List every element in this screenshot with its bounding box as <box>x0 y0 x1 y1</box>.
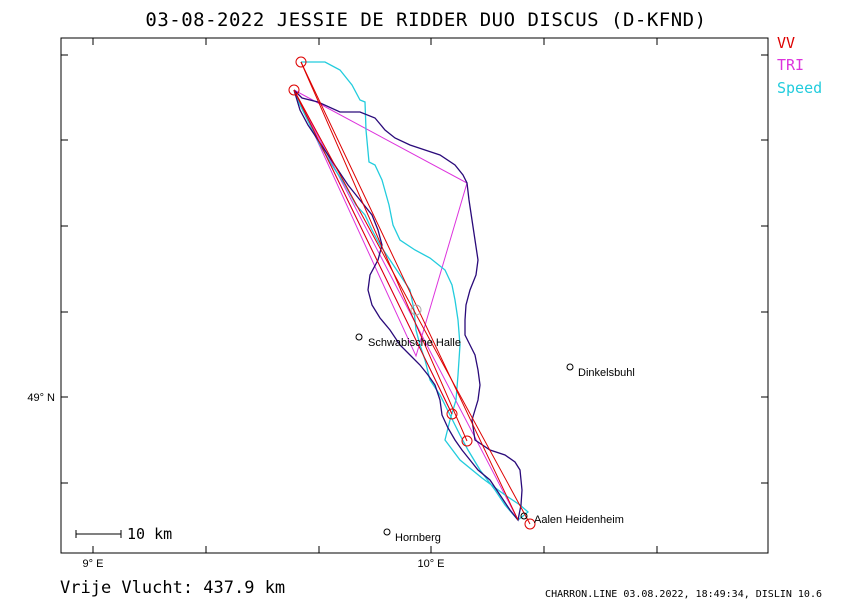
place-label-hornberg: Hornberg <box>395 532 441 544</box>
vv-route <box>288 56 536 530</box>
places: Schwabische Halle Dinkelsbuhl Aalen Heid… <box>355 333 635 544</box>
legend-tri: TRI <box>777 56 804 74</box>
place-marker-hornberg <box>383 528 391 536</box>
place-label-dinkelsbuhl: Dinkelsbuhl <box>578 367 635 379</box>
x-tick-label-9e: 9° E <box>83 558 104 570</box>
map-title: 03-08-2022 JESSIE DE RIDDER DUO DISCUS (… <box>145 9 706 31</box>
distance-label: Vrije Vlucht: 437.9 km <box>60 578 285 598</box>
map-frame <box>60 37 769 554</box>
footer-info: CHARRON.LINE 03.08.2022, 18:49:34, DISLI… <box>545 589 822 600</box>
legend: VV TRI Speed <box>777 34 822 97</box>
flight-track <box>293 89 523 522</box>
place-marker-dinkelsbuhl <box>566 363 574 371</box>
legend-speed: Speed <box>777 79 822 97</box>
place-label-schwabische-halle: Schwabische Halle <box>368 337 461 349</box>
legend-vv: VV <box>777 34 795 52</box>
x-tick-label-10e: 10° E <box>417 558 444 570</box>
scale-label: 10 km <box>127 525 172 543</box>
y-tick-label-49n: 49° N <box>27 392 55 404</box>
scale-bar: 10 km <box>75 525 172 543</box>
place-marker-schwabische-halle <box>355 333 363 341</box>
place-marker-aalen-heidenheim <box>520 512 528 520</box>
place-label-aalen-heidenheim: Aalen Heidenheim <box>534 514 624 526</box>
axis-ticks <box>61 38 768 553</box>
